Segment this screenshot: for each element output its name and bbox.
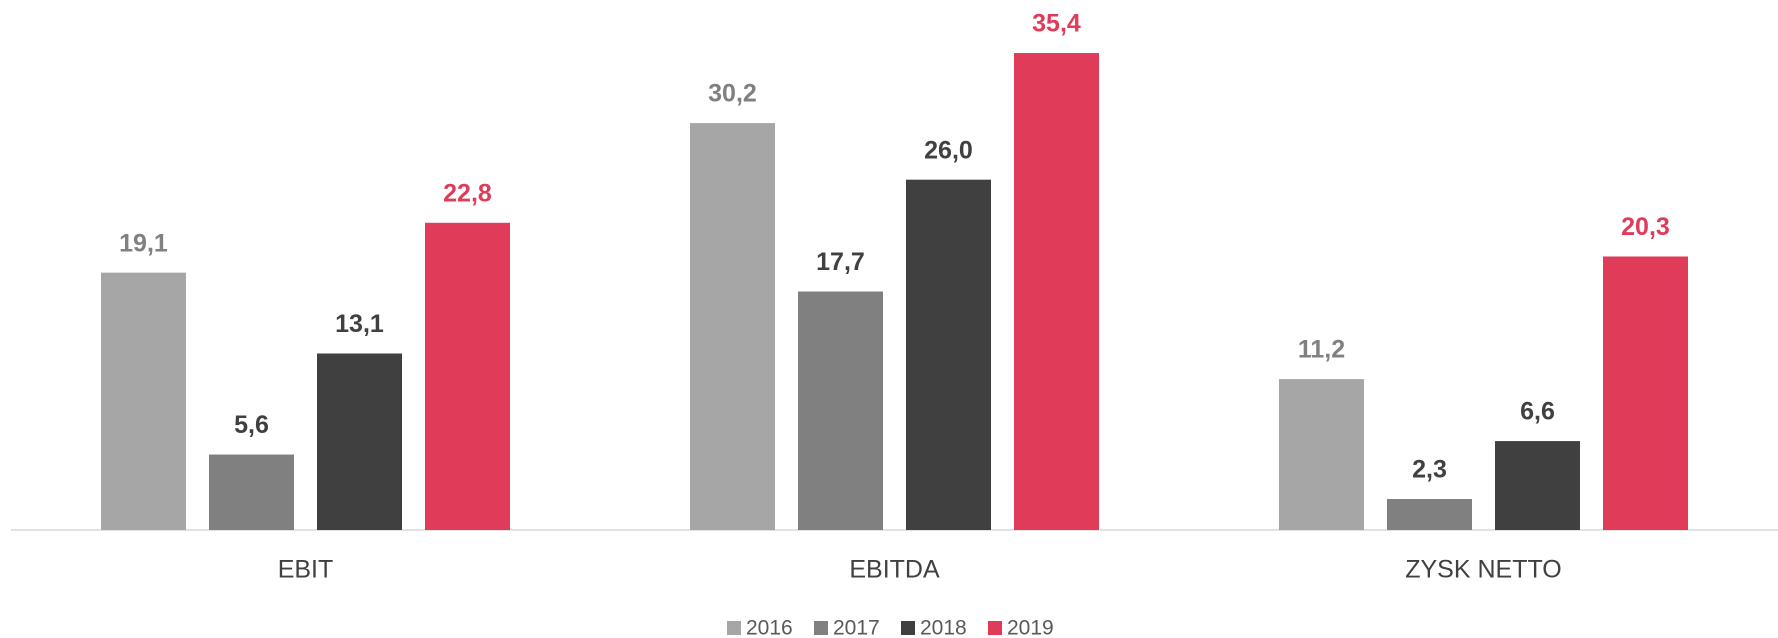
bar (1603, 256, 1688, 530)
bar (906, 179, 991, 530)
x-tick-label: ZYSK NETTO (1405, 556, 1562, 584)
bar (1014, 53, 1099, 530)
data-label: 11,2 (1298, 336, 1345, 364)
bar (1495, 441, 1580, 530)
legend-label: 2019 (1007, 617, 1054, 638)
bar (101, 272, 186, 530)
legend-swatch (988, 621, 1002, 635)
bar (690, 123, 775, 531)
legend-swatch (901, 621, 915, 635)
data-label: 22,8 (443, 179, 492, 207)
bar (425, 222, 510, 531)
data-label: 30,2 (708, 80, 757, 108)
bar (317, 353, 402, 530)
legend-label: 2017 (833, 617, 880, 638)
legend-swatch (727, 621, 741, 635)
x-tick-label: EBITDA (849, 556, 940, 584)
data-label: 35,4 (1032, 10, 1081, 38)
data-label: 17,7 (816, 248, 865, 276)
x-tick-label: EBIT (278, 556, 334, 584)
data-label: 19,1 (119, 229, 168, 257)
bar (209, 454, 294, 530)
data-label: 2,3 (1412, 456, 1447, 484)
data-label: 5,6 (234, 411, 269, 439)
legend-label: 2016 (746, 617, 793, 638)
data-label: 26,0 (924, 136, 973, 164)
legend-swatch (814, 621, 828, 635)
data-label: 13,1 (335, 310, 384, 338)
data-label: 20,3 (1621, 213, 1670, 241)
bar (1279, 379, 1364, 530)
legend-label: 2018 (920, 617, 967, 638)
bar (798, 291, 883, 530)
data-label: 6,6 (1520, 398, 1555, 426)
bar (1387, 499, 1472, 530)
